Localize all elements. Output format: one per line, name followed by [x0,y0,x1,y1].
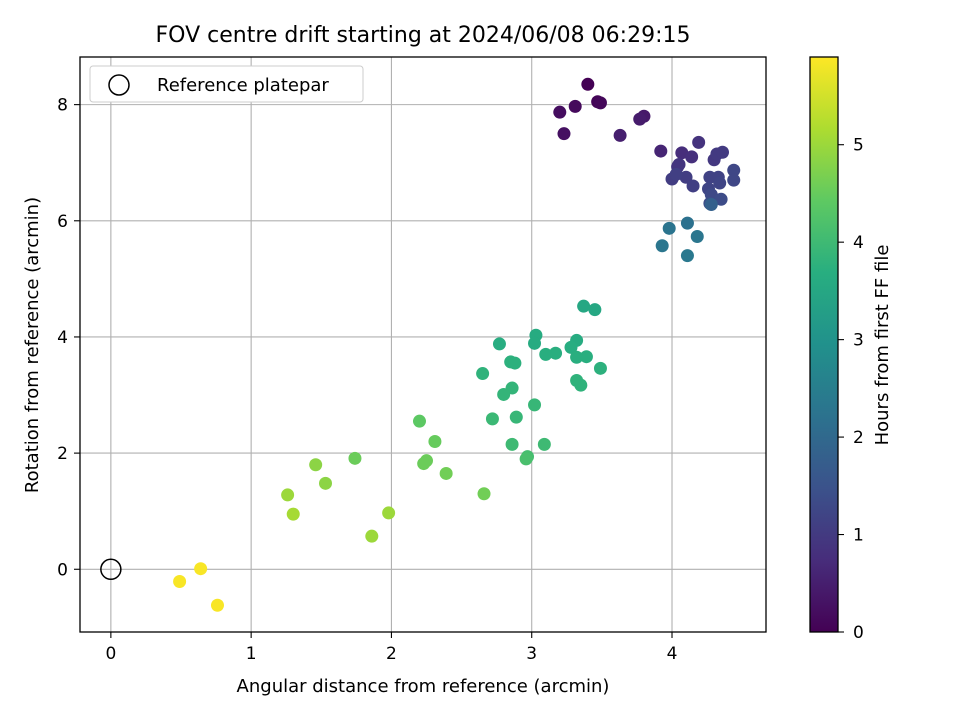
colorbar-label: Hours from first FF file [872,245,893,446]
data-point [568,99,582,113]
x-tick-label: 2 [386,644,397,664]
data-point [382,506,396,520]
colorbar-tick-label: 4 [853,233,864,253]
data-point [365,529,379,543]
y-tick-label: 0 [57,560,68,580]
data-point [655,239,669,253]
data-point [704,198,718,212]
data-point [686,179,700,193]
grid-lines [80,57,766,632]
data-point [654,144,668,158]
data-point [528,398,542,412]
colorbar-tick-label: 1 [853,526,864,546]
data-point [412,414,426,428]
data-point [417,457,431,471]
y-tick-label: 2 [57,444,68,464]
data-point [690,229,704,243]
data-point [477,487,491,501]
data-point [613,128,627,142]
data-point [692,135,706,149]
x-tick-label: 3 [526,644,537,664]
data-point [669,167,683,181]
data-point [281,488,295,502]
data-point [428,434,442,448]
data-point [539,347,553,361]
colorbar: 0 1 2 3 4 5 Hours from first FF file [809,56,893,643]
data-point [519,452,533,466]
data-point [564,340,578,354]
data-point [727,173,741,187]
data-point [577,299,591,313]
data-point [714,192,728,206]
legend-box [89,65,364,103]
data-point [581,77,595,91]
data-point [439,466,453,480]
data-point [557,127,571,141]
legend: Reference platepar [89,65,364,103]
data-point [309,458,323,472]
data-point [713,176,727,190]
x-axis-label: Angular distance from reference (arcmin) [237,676,610,697]
data-point [679,170,693,184]
data-point [210,598,224,612]
data-point [662,221,676,235]
data-point [593,361,607,375]
data-point [574,378,588,392]
data-point [348,451,362,465]
data-point [505,437,519,451]
plot-frame [79,56,767,633]
data-point [485,412,499,426]
data-point [528,336,542,350]
data-point [593,96,607,110]
reference-marker [100,558,122,581]
data-point [173,574,187,588]
data-point [497,387,511,401]
data-point [727,163,741,177]
x-tick-label: 1 [246,644,257,664]
data-point [476,367,490,381]
data-point [319,476,333,490]
data-point [680,216,694,230]
colorbar-tick-label: 5 [853,136,864,156]
legend-marker [108,74,130,96]
y-tick-label: 8 [57,96,68,116]
colorbar-tick-label: 3 [853,331,864,351]
data-point [537,437,551,451]
data-point [680,249,694,263]
chart-title: FOV centre drift starting at 2024/06/08 … [156,23,691,48]
y-axis-label: Rotation from reference (arcmin) [22,197,43,493]
legend-label: Reference platepar [157,75,329,96]
data-point [633,112,647,126]
data-point [194,562,208,576]
data-points [100,77,741,612]
data-point [286,507,300,521]
x-tick-label: 4 [667,644,678,664]
data-point [492,337,506,351]
data-point [672,157,686,171]
data-point [509,410,523,424]
data-point [549,346,563,360]
data-point [588,303,602,317]
axis-ticks: 0 1 2 3 4 0 2 4 6 8 [57,96,677,664]
y-tick-label: 4 [57,328,68,348]
colorbar-gradient [809,56,839,633]
data-point [553,105,567,119]
data-point [508,356,522,370]
y-tick-label: 6 [57,212,68,232]
data-point [716,145,730,159]
data-point [675,146,689,160]
colorbar-tick-label: 2 [853,428,864,448]
data-point [570,350,584,364]
colorbar-ticks: 0 1 2 3 4 5 [838,136,864,643]
data-point [685,150,699,164]
x-tick-label: 0 [105,644,116,664]
data-point [579,350,593,364]
colorbar-tick-label: 0 [853,623,864,643]
